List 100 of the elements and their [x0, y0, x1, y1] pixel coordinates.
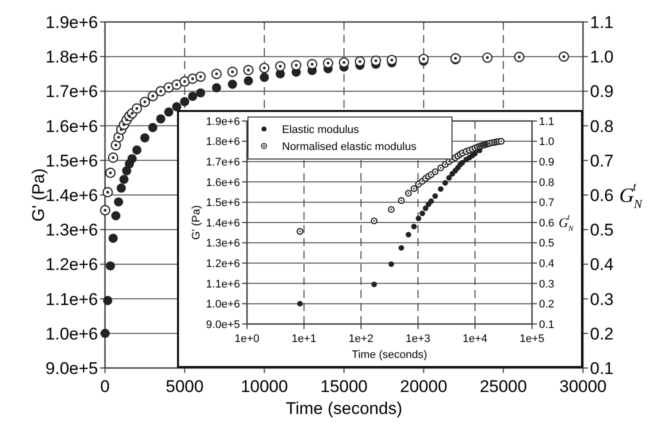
y-tick-label: 1.3e+6	[46, 220, 98, 240]
y-axis-title: G' (Pa)	[28, 168, 48, 222]
point	[306, 59, 318, 70]
point	[156, 114, 166, 124]
x-tick-label: 1e+0	[234, 333, 260, 345]
y2-tick-label: 0.2	[539, 298, 554, 311]
y2-tick-label: 0.9	[590, 82, 614, 102]
y-tick-label: 1.8e+6	[206, 136, 240, 148]
y2-tick-label: 0.3	[590, 290, 614, 309]
point	[119, 174, 129, 184]
point	[418, 54, 429, 64]
point	[140, 96, 150, 108]
y-tick-label: 1.2e+6	[206, 258, 240, 270]
y2-tick-label: 1.0	[590, 48, 614, 67]
point	[211, 68, 222, 80]
x-tick-label: 1e+4	[462, 333, 488, 345]
y-tick-label: 1.1e+6	[206, 278, 240, 290]
y2-tick-label: 0.5	[590, 220, 614, 240]
point	[127, 154, 137, 164]
point	[156, 86, 166, 96]
point	[275, 61, 286, 72]
y-tick-label: 1.6e+6	[46, 116, 98, 136]
y-tick-label: 9.0e+5	[206, 318, 240, 331]
y-axis-title: G' (Pa)	[190, 205, 203, 240]
y-tick-label: 1.4e+6	[206, 217, 240, 230]
point	[100, 328, 110, 338]
x-tick-label: 5000	[166, 377, 204, 396]
y2-tick-label: 0.4	[539, 258, 554, 270]
point	[132, 145, 142, 155]
point	[291, 60, 302, 70]
legend-label: Elastic modulus	[282, 124, 360, 136]
point	[116, 183, 126, 193]
y-tick-label: 1.5e+6	[46, 151, 98, 170]
point	[108, 234, 118, 243]
x-tick-label: 0	[100, 377, 110, 396]
point	[259, 62, 270, 74]
point	[354, 56, 366, 67]
x-axis-title: Time (seconds)	[352, 349, 428, 361]
point	[148, 122, 158, 132]
point	[338, 57, 350, 68]
y2-tick-label: 0.8	[539, 176, 554, 189]
point	[370, 56, 382, 66]
y2-tick-label: 0.8	[590, 116, 614, 136]
point	[196, 88, 206, 98]
y2-tick-label: 0.6	[590, 186, 614, 205]
point	[228, 80, 238, 89]
y2-tick-label: 1.1	[539, 116, 554, 128]
point	[106, 261, 116, 271]
y2-tick-label: 0.3	[539, 278, 554, 290]
x-axis-title: Time (seconds)	[286, 399, 402, 418]
y-tick-label: 1.5e+6	[206, 197, 240, 210]
y-tick-label: 1.7e+6	[206, 156, 240, 168]
y2-tick-label: 0.9	[539, 156, 554, 168]
y-tick-label: 1.2e+6	[46, 255, 98, 274]
x-tick-label: 15000	[320, 377, 368, 396]
point	[558, 51, 570, 62]
point	[164, 107, 174, 117]
y2-tick-label: 0.4	[590, 255, 614, 274]
y2-tick-label: 0.7	[590, 151, 614, 170]
point	[140, 133, 150, 143]
y2-tick-label: 1.1	[590, 12, 614, 32]
y2-tick-label: 0.5	[539, 238, 554, 250]
point	[148, 90, 158, 102]
point	[386, 54, 397, 66]
y-tick-label: 1.0e+6	[46, 324, 98, 344]
y-tick-label: 1.3e+6	[206, 238, 240, 250]
x-tick-label: 1e+5	[520, 333, 544, 345]
y-tick-label: 1.1e+6	[46, 290, 98, 309]
y-tick-label: 1.0e+6	[206, 298, 240, 311]
y2-tick-label: 1.0	[539, 136, 554, 148]
point	[188, 92, 198, 101]
x-tick-label: 1e+2	[348, 333, 374, 345]
x-tick-label: 30000	[559, 377, 607, 396]
point	[482, 52, 493, 63]
point	[103, 296, 112, 306]
point	[244, 76, 253, 86]
y2-tick-label: 0.1	[539, 318, 554, 331]
y2-tick-label: 0.7	[539, 197, 554, 210]
y2-tick-label: 0.1	[590, 358, 614, 378]
point	[260, 72, 269, 82]
point	[100, 205, 110, 216]
x-tick-label: 25000	[480, 377, 527, 396]
point	[114, 197, 124, 207]
point	[180, 96, 190, 106]
point	[105, 168, 116, 178]
point	[514, 52, 524, 62]
y2-tick-label: 0.6	[539, 217, 554, 230]
point	[102, 187, 113, 198]
y-tick-label: 9.0e+5	[46, 358, 98, 378]
point	[195, 71, 206, 82]
legend-label: Normalised elastic modulus	[282, 141, 417, 153]
y-tick-label: 1.7e+6	[46, 82, 98, 102]
x-tick-label: 10000	[240, 377, 288, 396]
point	[243, 64, 254, 76]
y-tick-label: 1.8e+6	[46, 48, 98, 67]
x-tick-label: 20000	[400, 377, 448, 396]
y-tick-label: 1.6e+6	[206, 176, 240, 189]
y-tick-label: 1.4e+6	[46, 186, 98, 205]
point	[322, 58, 334, 68]
y2-tick-label: 0.2	[590, 324, 614, 344]
